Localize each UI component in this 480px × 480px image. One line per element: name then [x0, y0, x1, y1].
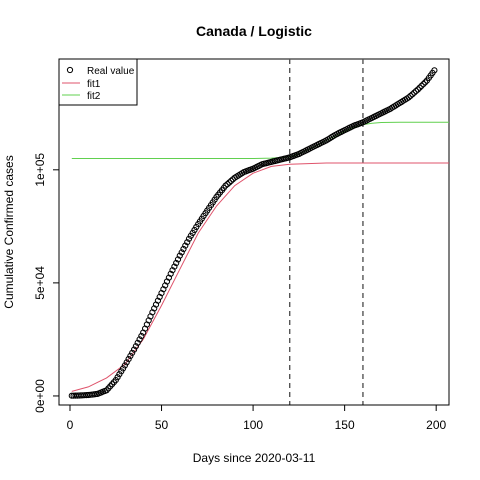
data-point [125, 356, 132, 363]
data-point [184, 239, 191, 246]
data-point [121, 362, 129, 369]
x-axis: 0 50 100 150 200 [67, 404, 447, 432]
x-axis-label: Days since 2020-03-11 [193, 451, 316, 465]
data-point [123, 359, 130, 366]
data-point [431, 67, 438, 74]
x-tick-label: 100 [243, 418, 263, 432]
data-point [228, 177, 235, 184]
data-point [114, 374, 121, 381]
data-point [169, 267, 176, 274]
real-value-points [68, 67, 438, 399]
y-tick-label: 5e+04 [33, 266, 47, 300]
data-point [129, 349, 136, 356]
data-point [416, 84, 423, 91]
legend-label-real-value: Real value [87, 66, 135, 77]
data-point [412, 88, 420, 95]
data-point [154, 297, 161, 304]
data-point [418, 82, 425, 90]
data-point [167, 270, 174, 277]
chart-title: Canada / Logistic [196, 23, 312, 39]
x-tick-label: 50 [155, 418, 169, 432]
data-point [107, 383, 114, 390]
data-point [185, 235, 193, 242]
data-point [138, 332, 145, 340]
data-point [224, 181, 231, 188]
data-point [414, 86, 421, 93]
data-point [156, 293, 163, 300]
data-point [226, 179, 233, 186]
data-point [103, 387, 110, 394]
x-tick-label: 0 [67, 418, 74, 432]
series-line-fit1 [71, 162, 449, 392]
data-point [411, 89, 418, 96]
series-line-fit2 [71, 121, 449, 159]
data-point [174, 256, 182, 263]
legend-label-fit2: fit2 [87, 91, 101, 102]
data-point [180, 245, 187, 253]
y-axis-label: Cumulative Confirmed cases [2, 155, 16, 308]
y-tick-label: 0e+00 [33, 379, 47, 413]
legend-label-fit1: fit1 [87, 79, 101, 90]
data-point [109, 381, 116, 388]
data-point [182, 242, 189, 249]
data-point [176, 252, 183, 259]
vertical-reference-lines [289, 59, 364, 405]
data-point [405, 94, 412, 101]
data-point [120, 365, 127, 372]
data-point [191, 226, 198, 234]
legend-marker-real-value [66, 66, 74, 74]
data-point [136, 336, 143, 343]
data-point [132, 343, 139, 350]
data-point [178, 249, 185, 256]
data-point [160, 286, 167, 293]
data-point [420, 81, 427, 88]
x-tick-label: 200 [426, 418, 446, 432]
data-point [422, 79, 429, 86]
data-point [131, 346, 138, 353]
legend-box [58, 58, 138, 106]
y-tick-label: 1e+05 [33, 153, 47, 187]
data-point [127, 352, 134, 359]
data-point [173, 259, 180, 267]
x-tick-label: 150 [335, 418, 355, 432]
data-point [407, 92, 414, 100]
data-point [409, 91, 416, 98]
legend: Real value fit1 fit2 [58, 58, 138, 106]
data-point [171, 263, 178, 270]
y-axis: 0e+00 5e+04 1e+05 [33, 153, 60, 413]
data-point [134, 339, 141, 346]
data-point [151, 305, 158, 312]
